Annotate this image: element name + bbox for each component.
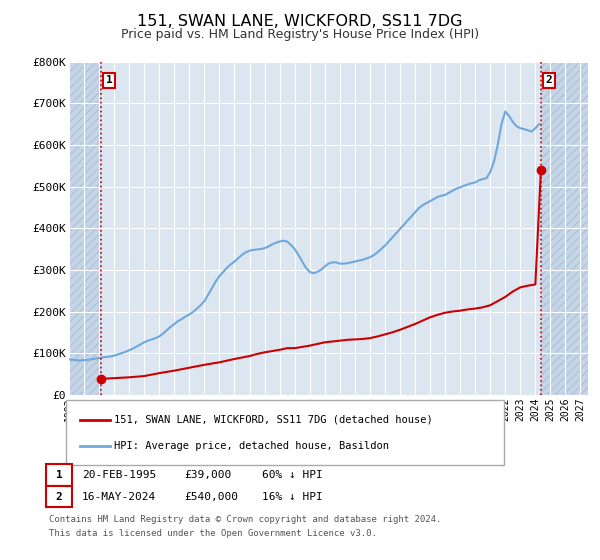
Text: 2: 2 <box>545 76 552 85</box>
Text: 1: 1 <box>106 76 112 85</box>
Text: 151, SWAN LANE, WICKFORD, SS11 7DG (detached house): 151, SWAN LANE, WICKFORD, SS11 7DG (deta… <box>114 414 433 424</box>
Text: This data is licensed under the Open Government Licence v3.0.: This data is licensed under the Open Gov… <box>49 529 377 538</box>
Text: 16% ↓ HPI: 16% ↓ HPI <box>262 492 323 502</box>
Text: Contains HM Land Registry data © Crown copyright and database right 2024.: Contains HM Land Registry data © Crown c… <box>49 515 442 524</box>
Bar <box>541 62 588 395</box>
Text: Price paid vs. HM Land Registry's House Price Index (HPI): Price paid vs. HM Land Registry's House … <box>121 28 479 41</box>
Bar <box>69 62 101 395</box>
Text: 151, SWAN LANE, WICKFORD, SS11 7DG: 151, SWAN LANE, WICKFORD, SS11 7DG <box>137 14 463 29</box>
Text: 1: 1 <box>56 470 62 480</box>
Bar <box>541 62 588 395</box>
Text: 2: 2 <box>56 492 62 502</box>
Bar <box>69 62 101 395</box>
Text: HPI: Average price, detached house, Basildon: HPI: Average price, detached house, Basi… <box>114 441 389 451</box>
Text: 20-FEB-1995: 20-FEB-1995 <box>82 470 157 480</box>
Text: £540,000: £540,000 <box>184 492 238 502</box>
Text: £39,000: £39,000 <box>184 470 232 480</box>
Text: 60% ↓ HPI: 60% ↓ HPI <box>262 470 323 480</box>
Text: 16-MAY-2024: 16-MAY-2024 <box>82 492 157 502</box>
